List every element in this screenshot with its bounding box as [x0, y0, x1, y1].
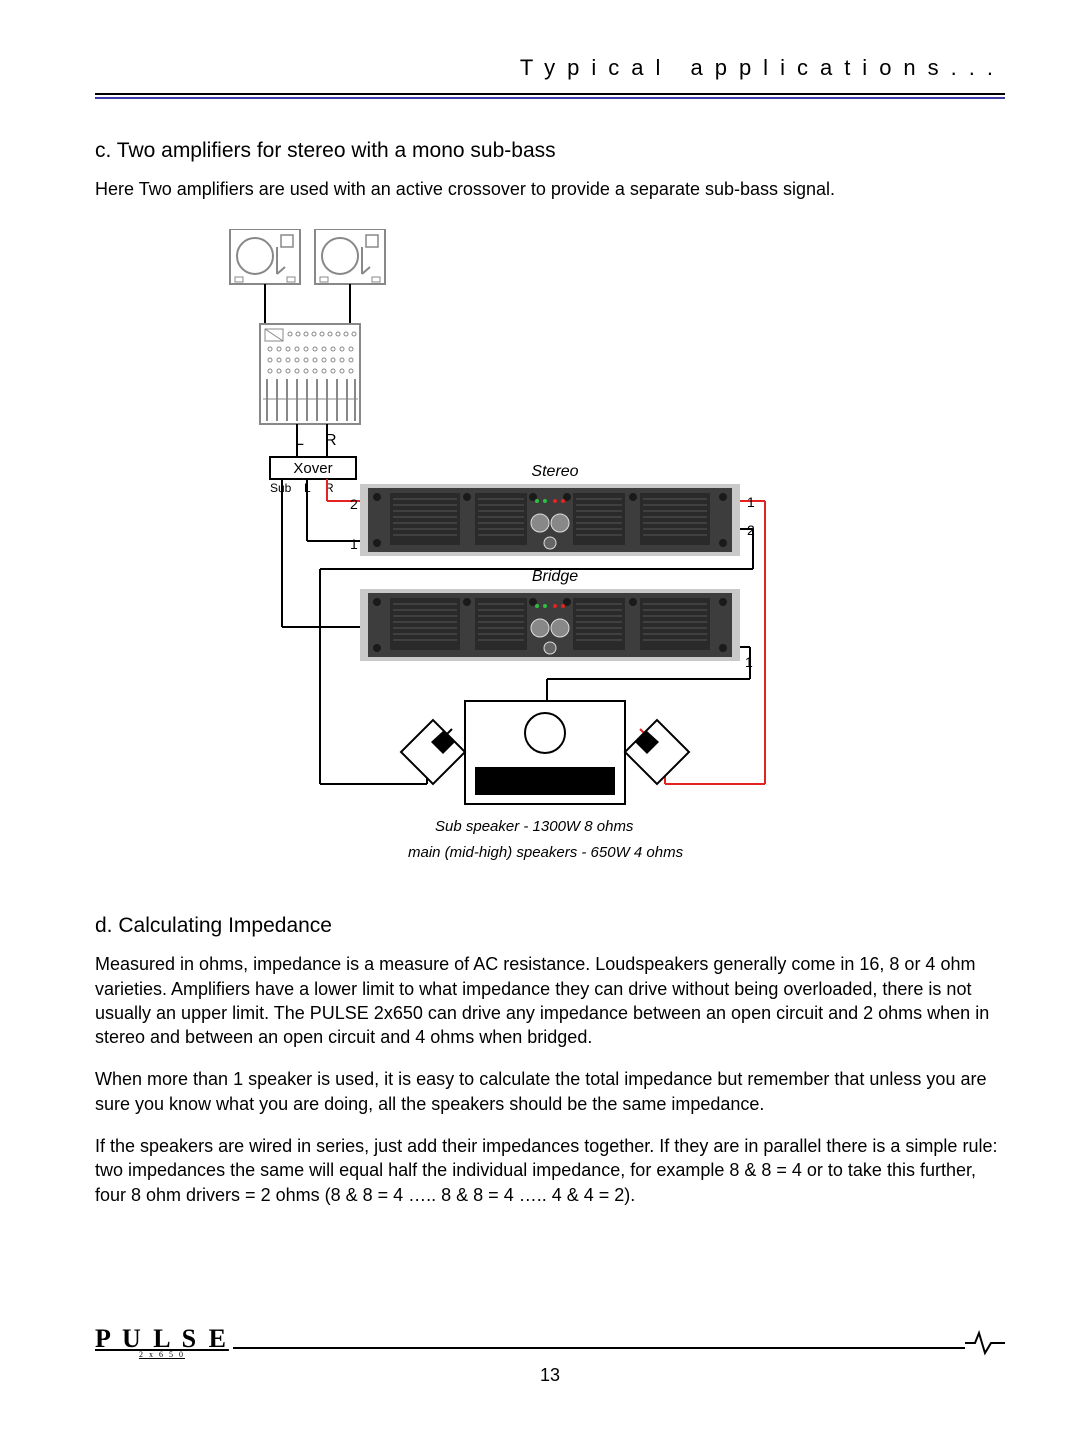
subwoofer-icon	[401, 701, 689, 804]
section-d-para3: If the speakers are wired in series, jus…	[95, 1134, 1005, 1207]
mixer-icon	[260, 324, 360, 424]
page-footer: P U L S E 2 x 6 5 0 13	[95, 1324, 1005, 1386]
page-number: 13	[95, 1365, 1005, 1386]
stereo-amplifier-icon	[360, 484, 740, 556]
bridge-amplifier-icon	[360, 589, 740, 661]
caption-sub: Sub speaker - 1300W 8 ohms	[435, 818, 634, 835]
chapter-title: Typical applications...	[95, 55, 1005, 93]
section-c-title: c. Two amplifiers for stereo with a mono…	[95, 139, 1005, 163]
bridge-amp-title: Bridge	[532, 568, 578, 585]
section-d-para1: Measured in ohms, impedance is a measure…	[95, 952, 1005, 1049]
section-d-title: d. Calculating Impedance	[95, 914, 1005, 938]
caption-main: main (mid-high) speakers - 650W 4 ohms	[408, 844, 684, 861]
diagram-svg: L R Xover Sub L R 1 2 Stereo	[155, 229, 795, 869]
stereo-amp-title: Stereo	[531, 463, 578, 480]
amp2-out1-label: 1	[745, 654, 753, 670]
brand-logo-main: P U L S E	[95, 1324, 229, 1353]
footer-rule	[233, 1347, 965, 1349]
amp1-out1-label: 1	[747, 494, 755, 510]
heartbeat-icon	[965, 1329, 1005, 1357]
xover-sub-label: Sub	[270, 481, 292, 495]
section-c-intro: Here Two amplifiers are used with an act…	[95, 177, 1005, 201]
rule-black	[95, 93, 1005, 95]
section-d-para2: When more than 1 speaker is used, it is …	[95, 1067, 1005, 1116]
brand-logo: P U L S E 2 x 6 5 0	[95, 1324, 229, 1359]
amp1-out2-label: 2	[747, 522, 755, 538]
source-deck-icon	[230, 229, 385, 284]
wiring-diagram: L R Xover Sub L R 1 2 Stereo	[155, 229, 1005, 874]
rule-blue	[95, 97, 1005, 99]
page-header: Typical applications...	[95, 55, 1005, 99]
amp1-input1-label: 1	[350, 536, 358, 552]
amp1-input2-label: 2	[350, 496, 358, 512]
xover-label: Xover	[293, 460, 332, 477]
